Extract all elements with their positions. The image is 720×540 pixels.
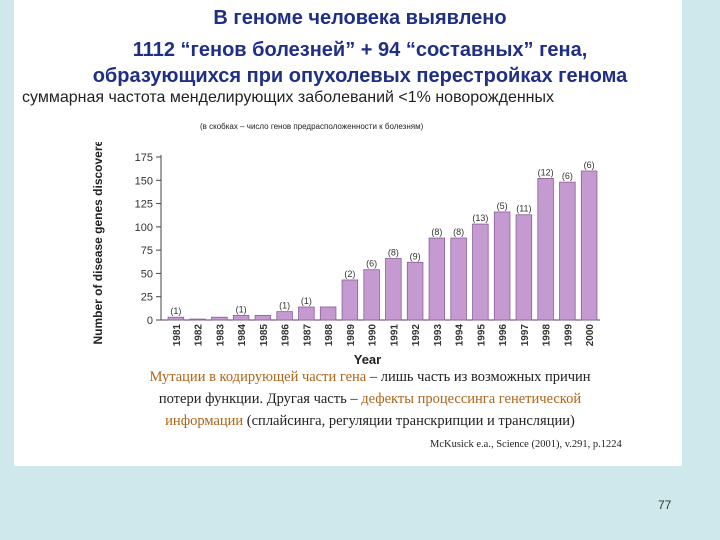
bar [450, 237, 467, 321]
chart-note: (в скобках – число генов предрасположенн… [200, 122, 424, 131]
x-tick-label: 1999 [563, 324, 574, 347]
subtitle: суммарная частота менделирующих заболева… [22, 89, 555, 106]
bar-annotation: (8) [453, 227, 464, 237]
bar [276, 311, 293, 321]
body-line-3: информации (сплайсинга, регуляции транск… [60, 411, 680, 431]
bar [493, 211, 511, 321]
bar-annotation: (5) [497, 201, 508, 211]
x-tick-label: 1996 [498, 324, 509, 347]
body-line-1: Мутации в кодирующей части гена – лишь ч… [60, 367, 680, 387]
bar [341, 279, 359, 321]
y-tick-label: 175 [135, 152, 153, 164]
x-tick-label: 1998 [542, 324, 553, 347]
bar-annotation: (1) [301, 296, 312, 306]
body-line-2: потери функции. Другая часть – дефекты п… [60, 389, 680, 409]
bar [580, 170, 598, 321]
title-line-2b: 94 “составных” гена, [372, 39, 588, 61]
bar [537, 178, 554, 321]
bar-annotation: (6) [584, 160, 595, 170]
y-tick-label: 25 [141, 292, 153, 304]
bar-annotation: (12) [538, 167, 554, 177]
bar [298, 306, 315, 321]
x-tick-label: 1988 [324, 324, 335, 347]
x-tick-label: 1997 [520, 324, 531, 347]
x-tick-label: 1989 [346, 324, 357, 347]
y-tick-label: 50 [141, 268, 153, 280]
bar [472, 223, 489, 321]
bar [428, 237, 446, 321]
body-highlight-3: информации [165, 413, 244, 429]
title-line-2: 1112 “генов болезней” + 94 “составных” г… [0, 38, 720, 62]
title-line-1: В геноме человека выявлено [213, 7, 507, 29]
x-axis-title: Year [354, 352, 381, 367]
bar [211, 316, 228, 321]
x-tick-label: 1983 [215, 324, 226, 347]
title-line-2a: 1112 “генов болезней” [132, 39, 361, 61]
x-tick-label: 1981 [172, 324, 183, 347]
x-tick-label: 1994 [455, 324, 466, 347]
body-text-3: (сплайсинга, регуляции транскрипции и тр… [243, 413, 575, 429]
bar-annotation: (6) [366, 259, 377, 269]
citation: McKusick e.a., Science (2001), v.291, p.… [430, 439, 622, 450]
x-tick-label: 1982 [194, 324, 205, 347]
x-tick-label: 1992 [411, 324, 422, 347]
bar-annotation: (1) [279, 301, 290, 311]
bar [406, 261, 424, 321]
x-tick-label: 2000 [585, 324, 596, 347]
body-highlight-1: Мутации в кодирующей части гена [149, 369, 367, 385]
bar [515, 214, 533, 321]
x-tick-label: 1993 [433, 324, 444, 347]
x-tick-label: 1995 [476, 324, 487, 347]
x-tick-label: 1991 [389, 324, 400, 347]
page-number: 77 [658, 498, 672, 512]
y-tick-label: 75 [141, 245, 153, 257]
y-tick-label: 100 [135, 222, 153, 234]
y-tick-label: 0 [147, 315, 153, 327]
body-text-2: потери функции. Другая часть – [158, 391, 362, 407]
body-text-1: – лишь часть из возможных причин [366, 369, 591, 385]
bar-annotation: (8) [431, 227, 442, 237]
body-highlight-2: дефекты процессинга генетической [361, 391, 582, 407]
bar-chart: 0 25 50 75 100 125 150 175 (1) 1981 1982 1983 (1) 198… [91, 142, 600, 367]
bar-annotation: (1) [236, 304, 247, 314]
bar-annotation: (2) [344, 269, 355, 279]
title-plus: + [360, 39, 373, 61]
bar-annotation: (8) [388, 248, 399, 258]
bar [254, 314, 272, 321]
x-tick-label: 1985 [259, 324, 270, 347]
bar [385, 258, 402, 321]
bar [189, 318, 206, 321]
bar-annotation: (6) [562, 171, 573, 181]
y-axis-title: Number of disease genes discovered [91, 142, 105, 345]
bar [167, 316, 185, 321]
bar [559, 181, 576, 321]
y-tick-label: 125 [135, 199, 153, 211]
x-tick-label: 1987 [302, 324, 313, 347]
x-tick-label: 1984 [237, 324, 248, 347]
bar-annotation: (13) [472, 213, 488, 223]
y-tick-label: 150 [135, 175, 153, 187]
bar-annotation: (11) [516, 204, 531, 214]
x-tick-label: 1990 [368, 324, 379, 347]
bar-annotation: (1) [170, 306, 181, 316]
x-tick-label: 1986 [281, 324, 292, 347]
bar [232, 314, 250, 321]
bar [363, 269, 380, 321]
bar [319, 306, 337, 321]
bar-annotation: (9) [410, 251, 421, 261]
title-line-3: образующихся при опухолевых перестройках… [92, 65, 628, 87]
